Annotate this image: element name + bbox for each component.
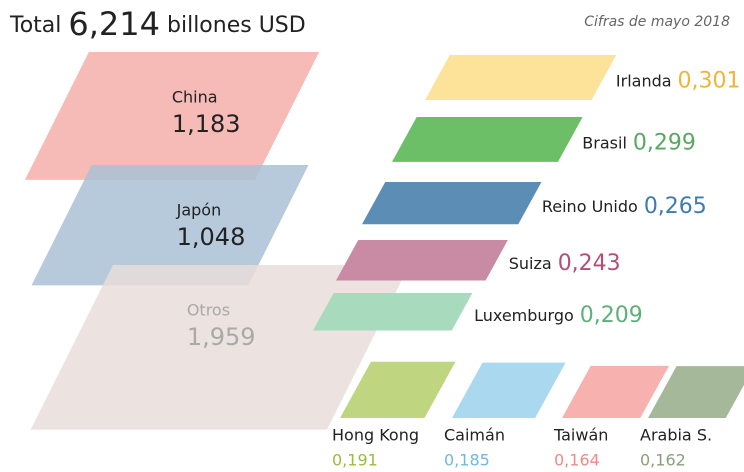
legend-entry: Suiza 0,243 xyxy=(509,251,621,276)
legend-entry: Irlanda 0,301 xyxy=(616,69,741,94)
value-label: 1,959 xyxy=(187,323,256,351)
subtitle: Cifras de mayo 2018 xyxy=(584,14,730,30)
category-label: Hong Kong xyxy=(332,426,419,445)
value-label: 0,209 xyxy=(580,303,643,328)
value-label: 0,162 xyxy=(640,451,686,470)
value-label: 0,265 xyxy=(644,194,707,219)
category-label: Arabia S. xyxy=(640,426,712,445)
title-text: Total xyxy=(9,13,61,38)
category-label: Japón xyxy=(176,201,222,220)
category-label: Otros xyxy=(187,301,230,320)
legend-entry: Reino Unido 0,265 xyxy=(542,194,707,219)
category-label: Caimán xyxy=(444,426,505,445)
legend-entry: Luxemburgo 0,209 xyxy=(474,303,643,328)
country-shape xyxy=(562,365,669,418)
category-label: Suiza xyxy=(509,254,552,273)
category-label: Irlanda xyxy=(616,71,672,90)
value-label: 0,185 xyxy=(444,451,490,470)
country-shape xyxy=(425,55,617,101)
title-unit: billones USD xyxy=(167,13,306,38)
category-label: Luxemburgo xyxy=(474,305,574,324)
value-label: 0,301 xyxy=(678,69,741,94)
country-shape xyxy=(31,165,309,286)
value-label: 0,299 xyxy=(633,130,696,155)
chart-title: Total 6,214 billones USD xyxy=(9,5,306,43)
country-shape xyxy=(340,361,456,418)
category-label: Brasil xyxy=(582,133,627,152)
category-label: Reino Unido xyxy=(542,197,638,216)
legend-entry: Brasil 0,299 xyxy=(582,130,696,155)
country-shape xyxy=(452,362,566,418)
country-shape xyxy=(392,117,583,162)
country-shape xyxy=(362,182,542,225)
country-shape xyxy=(648,366,744,418)
value-label: 1,183 xyxy=(172,110,241,138)
category-label: Taiwán xyxy=(553,426,608,445)
value-label: 0,243 xyxy=(558,251,621,276)
value-label: 0,164 xyxy=(554,451,600,470)
country-shape xyxy=(30,265,410,430)
country-shape xyxy=(24,52,320,180)
value-label: 0,191 xyxy=(332,451,378,470)
title-total: 6,214 xyxy=(68,5,160,43)
value-label: 1,048 xyxy=(177,223,246,251)
category-label: China xyxy=(172,88,218,107)
country-shape xyxy=(336,240,508,281)
country-shape xyxy=(313,293,473,331)
